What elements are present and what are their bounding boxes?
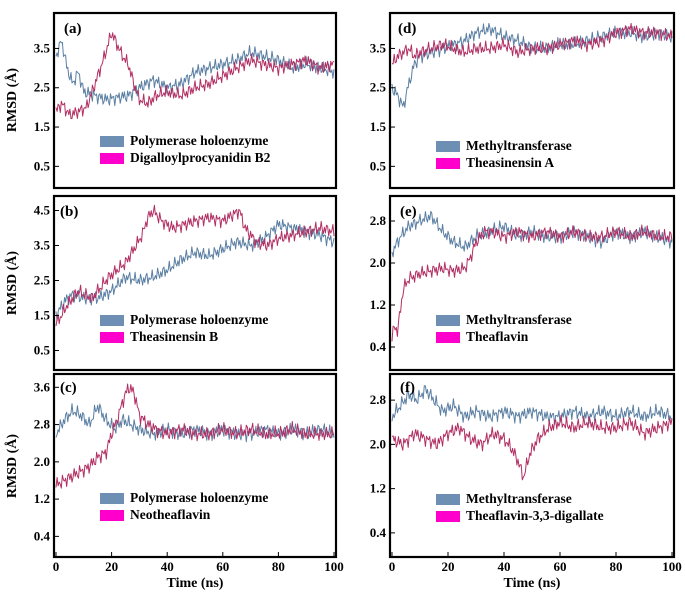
x-axis-label: Time (ns) (167, 576, 224, 591)
legend-label-ligand: Digalloylprocyanidin B2 (130, 150, 271, 165)
series-ligand-line (391, 224, 673, 342)
x-tick-label: 100 (662, 559, 682, 574)
y-tick-label: 3.5 (34, 238, 51, 253)
legend-swatch-protein (100, 136, 124, 147)
legend-swatch-protein (436, 141, 460, 152)
panel-label: (a) (64, 21, 82, 37)
legend-swatch-ligand (436, 332, 460, 343)
legend-label-protein: Methyltransferase (466, 312, 572, 327)
x-tick-label: 40 (161, 559, 174, 574)
series-protein-line (55, 219, 335, 322)
y-tick-label: 0.4 (34, 528, 51, 543)
legend-label-protein: Methyltransferase (466, 491, 572, 506)
panel-e: 0.4 1.2 2.0 2.8 (e) Methyltransferase Theaflav… (370, 194, 676, 372)
plot-frame (388, 11, 676, 190)
legend-swatch-protein (436, 494, 460, 505)
series-protein-line (55, 40, 335, 107)
x-tick-label: 80 (272, 559, 285, 574)
panel-label: (e) (400, 204, 417, 220)
series-ligand-line (391, 414, 673, 481)
y-axis-label: RMSD (Å) (4, 68, 20, 132)
panel-a: 0.5 1.5 2.5 3.5 (a) Polymerase holoenzyme Diga… (34, 11, 338, 190)
y-tick-label: 0.5 (370, 158, 387, 173)
x-tick-label: 20 (442, 559, 455, 574)
legend-swatch-protein (436, 315, 460, 326)
y-tick-label: 3.6 (34, 379, 51, 394)
legend-label-ligand: Theaflavin-3,3-digallate (466, 508, 604, 523)
panel-label: (d) (398, 21, 416, 37)
plot-frame (52, 194, 338, 372)
y-tick-label: 2.8 (34, 417, 51, 432)
y-axis-label: RMSD (Å) (4, 434, 20, 498)
y-tick-label: 1.5 (34, 308, 51, 323)
x-tick-label: 20 (105, 559, 118, 574)
y-tick-label: 1.2 (370, 297, 386, 312)
y-tick-label: 2.8 (370, 213, 387, 228)
y-tick-label: 1.5 (370, 119, 387, 134)
x-tick-label: 40 (498, 559, 511, 574)
legend-swatch-protein (100, 493, 124, 504)
panel-label: (c) (60, 380, 77, 396)
plot-frame (52, 372, 338, 559)
y-tick-label: 2.0 (34, 454, 50, 469)
legend-swatch-ligand (100, 332, 124, 343)
y-tick-label: 3.5 (370, 40, 387, 55)
y-tick-label: 2.5 (34, 80, 51, 95)
panel-c: 0.4 1.2 2.0 2.8 3.6 0 20 40 60 80 100 Time (ns) (c) P… (34, 372, 344, 591)
legend-label-ligand: Theasinensin B (130, 329, 218, 344)
x-axis-label: Time (ns) (504, 576, 561, 591)
plot-frame (52, 11, 338, 190)
legend-label-protein: Polymerase holoenzyme (130, 312, 268, 327)
panel-d: 0.5 1.5 2.5 3.5 (d) Methyltransferase Theasine… (370, 11, 676, 190)
x-tick-label: 60 (216, 559, 229, 574)
legend-label-protein: Methyltransferase (466, 138, 572, 153)
x-tick-label: 0 (389, 559, 396, 574)
y-tick-label: 2.5 (370, 80, 387, 95)
y-tick-label: 4.5 (34, 203, 51, 218)
panel-b: 0.5 1.5 2.5 3.5 4.5 (b) Polymerase holoenzyme T… (34, 194, 338, 372)
y-tick-label: 0.4 (370, 339, 387, 354)
panel-f: 0.4 1.2 2.0 2.8 0 20 40 60 80 100 Time (ns) (f) Meth… (370, 372, 682, 591)
y-tick-label: 0.5 (34, 343, 51, 358)
legend-label-ligand: Neotheaflavin (130, 507, 211, 522)
series-ligand-line (55, 32, 335, 120)
legend-swatch-ligand (436, 511, 460, 522)
series-ligand-line (391, 22, 673, 65)
x-tick-label: 60 (554, 559, 567, 574)
legend-label-ligand: Theaflavin (466, 329, 529, 344)
series-protein-line (391, 22, 673, 108)
x-tick-label: 100 (324, 559, 344, 574)
legend-swatch-protein (100, 315, 124, 326)
y-tick-label: 2.5 (34, 273, 51, 288)
y-tick-label: 1.2 (34, 491, 50, 506)
plot-frame (388, 194, 676, 372)
series-ligand-line (55, 383, 335, 489)
y-tick-label: 1.5 (34, 119, 51, 134)
legend-label-protein: Polymerase holoenzyme (130, 490, 268, 505)
y-tick-label: 2.0 (370, 436, 386, 451)
y-tick-label: 2.8 (370, 392, 387, 407)
panel-label: (b) (60, 204, 78, 220)
series-ligand-line (55, 204, 335, 327)
y-tick-label: 2.0 (370, 255, 386, 270)
legend-swatch-ligand (100, 510, 124, 521)
plot-frame (388, 372, 676, 559)
x-tick-label: 80 (610, 559, 623, 574)
y-axis-label: RMSD (Å) (4, 251, 20, 315)
legend-swatch-ligand (100, 153, 124, 164)
y-tick-label: 1.2 (370, 481, 386, 496)
y-tick-label: 0.5 (34, 158, 51, 173)
series-protein-line (391, 385, 673, 425)
x-tick-label: 0 (53, 559, 60, 574)
legend-label-protein: Polymerase holoenzyme (130, 133, 268, 148)
panel-label: (f) (400, 380, 415, 396)
legend-label-ligand: Theasinensin A (466, 155, 554, 170)
y-tick-label: 3.5 (34, 40, 51, 55)
legend-swatch-ligand (436, 158, 460, 169)
y-tick-label: 0.4 (370, 525, 387, 540)
